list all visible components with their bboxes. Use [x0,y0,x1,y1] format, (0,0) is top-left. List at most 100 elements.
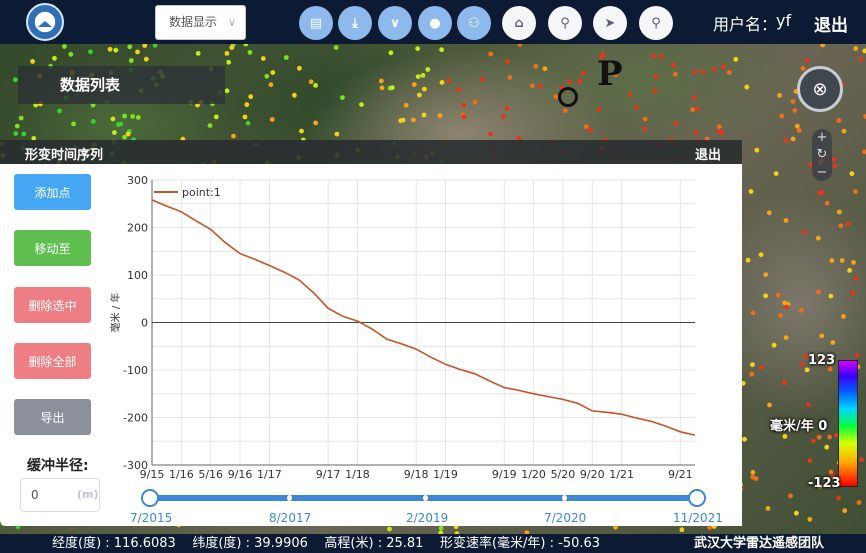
search-button[interactable]: ⚲ [639,6,673,40]
deformation-point [824,200,830,206]
deformation-point [707,525,712,530]
deformation-point [690,107,696,113]
data-display-select[interactable]: 数据显示 ∨ [155,5,246,40]
deformation-point [231,133,236,139]
download-button[interactable]: ⤓ [338,6,372,40]
navigate-button[interactable]: ➤ [593,6,627,40]
deformation-point [790,99,796,104]
point-marker[interactable] [558,87,578,107]
deformation-point [542,66,548,72]
deformation-point [566,79,572,84]
deformation-point [815,235,821,241]
deformation-point [759,364,764,370]
deformation-point [437,113,443,119]
deformation-point [671,62,676,68]
deformation-point [839,258,845,263]
deformation-point [152,44,158,48]
deformation-point [817,484,823,489]
buffer-radius-input[interactable] [31,486,71,504]
timeseries-panel-header: 形变时间序列 退出 [0,140,742,164]
deformation-point [411,117,416,123]
deformation-point [831,156,837,162]
deformation-point [771,342,777,348]
deformation-point [653,74,659,80]
deformation-point [820,44,826,48]
panel-title: 形变时间序列 [25,148,104,163]
deformation-point [195,51,201,56]
delete-selected-button[interactable]: 删除选中 [14,287,91,323]
deformation-point [524,530,530,534]
deformation-point [422,86,427,92]
deformation-point [750,362,755,368]
legend-mid: 毫米/年 0 [770,419,828,434]
deformation-point [135,49,140,55]
deformation-point [122,113,127,119]
deformation-point [659,54,664,59]
pin-button[interactable]: ⚲ [548,6,582,40]
deformation-point [817,190,823,196]
deformation-point [596,107,602,112]
deformation-point [863,114,866,119]
zoom-control[interactable]: + ↻ − [812,129,832,181]
deformation-point [268,82,274,88]
data-display-select-label: 数据显示 [169,15,218,29]
deformation-point [806,402,811,408]
logout-button[interactable]: 退出 [814,16,848,36]
deformation-point [538,83,543,89]
data-list-toggle[interactable]: 数据列表 [18,66,225,104]
deformation-point [828,469,834,475]
deformation-point [507,75,513,80]
deformation-point [850,290,856,296]
info-button[interactable]: ● [418,6,452,40]
deformation-point [142,44,148,48]
deformation-point [733,56,739,62]
deformation-point [130,114,136,119]
deformation-point [297,65,302,71]
deformation-point [750,470,756,475]
deformation-point [107,46,113,52]
deformation-point [693,130,699,135]
delete-all-button[interactable]: 删除全部 [14,343,91,379]
time-slider-start-handle[interactable] [141,489,159,507]
deformation-point [836,495,841,501]
user-location-button[interactable]: ⚇ [457,6,491,40]
deformation-point [829,258,835,264]
legend-min: -123 [808,476,841,491]
zoom-in-icon[interactable]: + [816,130,828,146]
deformation-point [613,72,618,78]
deformation-point [135,115,141,120]
time-slider-mark [562,495,567,501]
time-slider-end-handle[interactable] [688,489,706,507]
export-button[interactable]: 导出 [14,399,91,435]
expand-button[interactable]: ∨ [378,6,412,40]
deformation-point [562,108,568,113]
deformation-point [842,508,848,514]
layers-button[interactable]: ▤ [299,6,333,40]
deformation-point [782,434,788,439]
layers-icon: ▤ [309,15,323,31]
deformation-point [553,94,559,99]
deformation-point [827,366,833,372]
deformation-point [634,104,640,110]
deformation-point [245,120,251,126]
deformation-point [308,79,314,85]
deformation-point [788,493,793,499]
add-point-button[interactable]: 添加点 [14,174,91,210]
deformation-point [799,361,805,367]
deformation-point [856,500,862,505]
panel-exit-button[interactable]: 退出 [695,148,722,163]
zoom-out-icon[interactable]: − [816,164,828,180]
slider-label: 11/2021 [673,511,723,525]
deformation-point [783,138,789,144]
reset-icon[interactable]: ↻ [816,147,828,163]
deformation-point [248,94,254,100]
presentation-button[interactable]: ⌂ [502,6,536,40]
deformation-point [247,50,253,55]
buffer-radius-unit: (m) [77,488,99,501]
move-to-button[interactable]: 移动至 [14,230,91,266]
buffer-radius-field[interactable]: (m) [20,478,100,512]
deformation-point [479,77,485,82]
deformation-point [71,121,76,127]
deformation-point [700,69,706,75]
compass-icon[interactable]: ⊗ [797,66,843,112]
